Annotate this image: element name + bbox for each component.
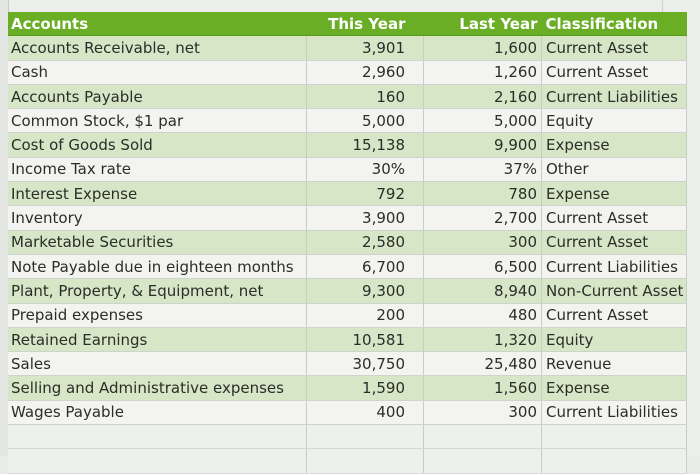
table-row: Sales 30,750 25,480 Revenue [8, 351, 688, 377]
cell-last-year[interactable]: 5,000 [423, 108, 542, 134]
cell-last-year[interactable]: 6,500 [423, 254, 542, 280]
cell-this-year[interactable]: 2,580 [306, 230, 424, 255]
cell-classification[interactable]: Current Asset [541, 230, 688, 255]
empty-cell[interactable] [306, 424, 424, 450]
empty-cell[interactable] [8, 448, 307, 474]
cell-this-year[interactable]: 3,900 [306, 205, 424, 231]
cell-account[interactable]: Selling and Administrative expenses [8, 375, 307, 401]
empty-row [8, 424, 688, 450]
table-row: Plant, Property, & Equipment, net 9,300 … [8, 278, 688, 304]
header-accounts[interactable]: Accounts [8, 12, 307, 37]
cell-classification[interactable]: Current Liabilities [541, 254, 688, 280]
cell-last-year[interactable]: 2,160 [423, 84, 542, 110]
cell-account[interactable]: Cost of Goods Sold [8, 132, 307, 158]
cell-account[interactable]: Retained Earnings [8, 327, 307, 353]
cell-last-year[interactable]: 300 [423, 230, 542, 255]
cell-this-year[interactable]: 6,700 [306, 254, 424, 280]
cell-classification[interactable]: Current Liabilities [541, 400, 688, 426]
empty-cell[interactable] [8, 424, 307, 450]
table-row: Marketable Securities 2,580 300 Current … [8, 230, 688, 255]
cell-this-year[interactable]: 5,000 [306, 108, 424, 134]
cell-account[interactable]: Marketable Securities [8, 230, 307, 255]
cell-last-year[interactable]: 1,560 [423, 375, 542, 401]
cell-this-year[interactable]: 30,750 [306, 351, 424, 377]
table-row: Accounts Receivable, net 3,901 1,600 Cur… [8, 35, 688, 61]
cell-classification[interactable]: Current Asset [541, 205, 688, 231]
cell-classification[interactable]: Equity [541, 108, 688, 134]
cell-last-year[interactable]: 37% [423, 157, 542, 183]
empty-cell[interactable] [541, 424, 688, 450]
header-row: Accounts This Year Last Year Classificat… [8, 12, 687, 37]
accounts-table: Accounts This Year Last Year Classificat… [8, 12, 688, 474]
cell-classification[interactable]: Equity [541, 327, 688, 353]
cell-this-year[interactable]: 10,581 [306, 327, 424, 353]
empty-cell[interactable] [306, 448, 424, 474]
cell-classification[interactable]: Other [541, 157, 688, 183]
cell-this-year[interactable]: 15,138 [306, 132, 424, 158]
header-last-year[interactable]: Last Year [423, 12, 542, 37]
table-row: Interest Expense 792 780 Expense [8, 181, 688, 207]
cell-classification[interactable]: Current Asset [541, 35, 688, 61]
cell-last-year[interactable]: 1,320 [423, 327, 542, 353]
cell-account[interactable]: Interest Expense [8, 181, 307, 207]
cell-last-year[interactable]: 780 [423, 181, 542, 207]
cell-last-year[interactable]: 9,900 [423, 132, 542, 158]
cell-account[interactable]: Accounts Receivable, net [8, 35, 307, 61]
cell-classification[interactable]: Expense [541, 132, 688, 158]
empty-cell[interactable] [541, 448, 688, 474]
cell-this-year[interactable]: 9,300 [306, 278, 424, 304]
cell-account[interactable]: Accounts Payable [8, 84, 307, 110]
cell-this-year[interactable]: 2,960 [306, 60, 424, 85]
cell-last-year[interactable]: 2,700 [423, 205, 542, 231]
cell-this-year[interactable]: 792 [306, 181, 424, 207]
cell-this-year[interactable]: 400 [306, 400, 424, 426]
cell-account[interactable]: Income Tax rate [8, 157, 307, 183]
cell-this-year[interactable]: 160 [306, 84, 424, 110]
cell-last-year[interactable]: 480 [423, 303, 542, 328]
empty-cell[interactable] [423, 448, 542, 474]
table-row: Inventory 3,900 2,700 Current Asset [8, 205, 688, 231]
cell-last-year[interactable]: 1,260 [423, 60, 542, 85]
cell-classification[interactable]: Expense [541, 181, 688, 207]
table-row: Cost of Goods Sold 15,138 9,900 Expense [8, 132, 688, 158]
table-row: Wages Payable 400 300 Current Liabilitie… [8, 400, 688, 426]
cell-this-year[interactable]: 30% [306, 157, 424, 183]
table-row: Cash 2,960 1,260 Current Asset [8, 60, 688, 85]
cell-classification[interactable]: Expense [541, 375, 688, 401]
cell-last-year[interactable]: 1,600 [423, 35, 542, 61]
cell-account[interactable]: Sales [8, 351, 307, 377]
cell-last-year[interactable]: 25,480 [423, 351, 542, 377]
table-row: Income Tax rate 30% 37% Other [8, 157, 688, 183]
cell-classification[interactable]: Current Asset [541, 60, 688, 85]
cell-classification[interactable]: Revenue [541, 351, 688, 377]
cell-last-year[interactable]: 300 [423, 400, 542, 426]
cell-this-year[interactable]: 3,901 [306, 35, 424, 61]
cell-account[interactable]: Plant, Property, & Equipment, net [8, 278, 307, 304]
cell-account[interactable]: Prepaid expenses [8, 303, 307, 328]
table-row: Prepaid expenses 200 480 Current Asset [8, 303, 688, 328]
cell-account[interactable]: Common Stock, $1 par [8, 108, 307, 134]
cell-account[interactable]: Wages Payable [8, 400, 307, 426]
cell-account[interactable]: Inventory [8, 205, 307, 231]
header-classification[interactable]: Classification [541, 12, 687, 37]
empty-row [8, 448, 688, 474]
cell-classification[interactable]: Non-Current Asset [541, 278, 688, 304]
table-row: Note Payable due in eighteen months 6,70… [8, 254, 688, 280]
empty-cell[interactable] [423, 424, 542, 450]
cell-account[interactable]: Note Payable due in eighteen months [8, 254, 307, 280]
cell-this-year[interactable]: 1,590 [306, 375, 424, 401]
table-row: Common Stock, $1 par 5,000 5,000 Equity [8, 108, 688, 134]
cell-classification[interactable]: Current Asset [541, 303, 688, 328]
cell-account[interactable]: Cash [8, 60, 307, 85]
cell-classification[interactable]: Current Liabilities [541, 84, 688, 110]
table-row: Selling and Administrative expenses 1,59… [8, 375, 688, 401]
table-row: Accounts Payable 160 2,160 Current Liabi… [8, 84, 688, 110]
cell-last-year[interactable]: 8,940 [423, 278, 542, 304]
header-this-year[interactable]: This Year [306, 12, 424, 37]
cell-this-year[interactable]: 200 [306, 303, 424, 328]
table-row: Retained Earnings 10,581 1,320 Equity [8, 327, 688, 353]
